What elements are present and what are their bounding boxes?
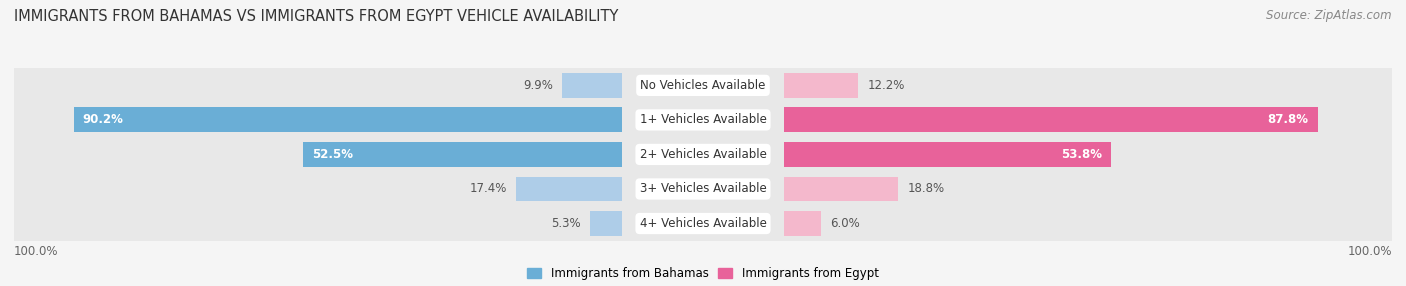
Text: 18.8%: 18.8%	[907, 182, 945, 195]
Bar	[562, 73, 621, 98]
Text: 12.2%: 12.2%	[868, 79, 904, 92]
Bar	[621, 103, 785, 137]
Text: 100.0%: 100.0%	[14, 245, 59, 258]
Bar	[14, 206, 621, 241]
Bar	[785, 176, 898, 201]
Bar	[785, 206, 1392, 241]
Text: IMMIGRANTS FROM BAHAMAS VS IMMIGRANTS FROM EGYPT VEHICLE AVAILABILITY: IMMIGRANTS FROM BAHAMAS VS IMMIGRANTS FR…	[14, 9, 619, 23]
Text: 1+ Vehicles Available: 1+ Vehicles Available	[640, 114, 766, 126]
Bar	[621, 68, 785, 103]
Bar	[785, 142, 1111, 167]
Text: 53.8%: 53.8%	[1062, 148, 1102, 161]
Bar	[785, 68, 1392, 103]
Text: 3+ Vehicles Available: 3+ Vehicles Available	[640, 182, 766, 195]
Bar	[621, 206, 785, 241]
Bar	[14, 68, 621, 103]
Bar	[14, 172, 621, 206]
Text: 2+ Vehicles Available: 2+ Vehicles Available	[640, 148, 766, 161]
Bar	[14, 103, 621, 137]
Text: 4+ Vehicles Available: 4+ Vehicles Available	[640, 217, 766, 230]
Bar	[785, 103, 1392, 137]
Bar	[785, 108, 1317, 132]
Text: 100.0%: 100.0%	[1347, 245, 1392, 258]
Text: 17.4%: 17.4%	[470, 182, 508, 195]
Text: 87.8%: 87.8%	[1268, 114, 1309, 126]
Legend: Immigrants from Bahamas, Immigrants from Egypt: Immigrants from Bahamas, Immigrants from…	[527, 267, 879, 280]
Text: Source: ZipAtlas.com: Source: ZipAtlas.com	[1267, 9, 1392, 21]
Bar	[516, 176, 621, 201]
Bar	[785, 137, 1392, 172]
Bar	[302, 142, 621, 167]
Bar	[14, 137, 621, 172]
Text: No Vehicles Available: No Vehicles Available	[640, 79, 766, 92]
Bar	[785, 211, 821, 236]
Text: 6.0%: 6.0%	[830, 217, 859, 230]
Text: 9.9%: 9.9%	[523, 79, 553, 92]
Bar	[589, 211, 621, 236]
Bar	[785, 73, 858, 98]
Bar	[73, 108, 621, 132]
Text: 90.2%: 90.2%	[83, 114, 124, 126]
Bar	[785, 172, 1392, 206]
Bar	[621, 137, 785, 172]
Text: 52.5%: 52.5%	[312, 148, 353, 161]
Text: 5.3%: 5.3%	[551, 217, 581, 230]
Bar	[621, 172, 785, 206]
